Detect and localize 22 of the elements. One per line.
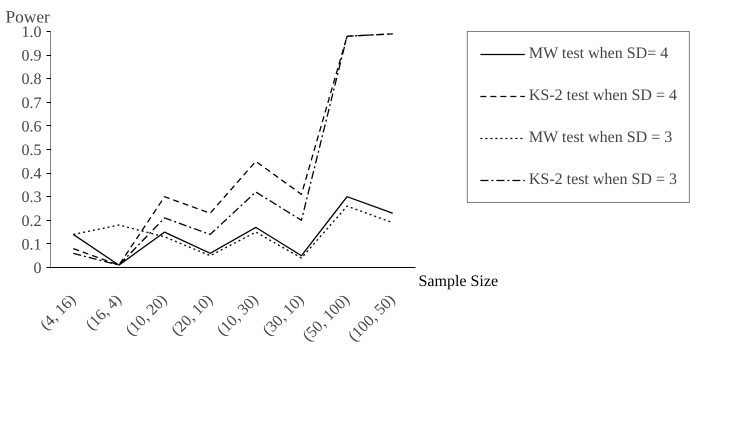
- legend-label: KS-2 test when SD = 3: [528, 171, 677, 189]
- y-tick-label: 0.5: [22, 142, 42, 159]
- legend-label: KS-2 test when SD = 4: [528, 87, 677, 105]
- x-tick-label: (10, 20): [122, 291, 171, 340]
- x-tick-label: (16, 4): [82, 291, 125, 334]
- y-axis-title: Power: [6, 8, 50, 26]
- y-tick-label: 1.0: [22, 24, 42, 41]
- y-tick-label: 0.8: [22, 71, 42, 88]
- legend-label: MW test when SD = 3: [528, 129, 672, 147]
- y-tick-label: 0.7: [22, 94, 42, 112]
- y-tick-label: 0.9: [22, 48, 42, 65]
- x-tick-label: (20, 10): [168, 291, 216, 340]
- y-tick-label: 0.2: [22, 212, 42, 230]
- legend-label: MW test when SD= 4: [528, 45, 668, 63]
- y-tick-label: 0.4: [22, 166, 42, 183]
- y-tick-label: 0.1: [22, 236, 42, 254]
- x-tick-label: (10, 30): [214, 291, 262, 340]
- x-axis-title: Sample Size: [418, 273, 498, 290]
- y-tick-label: 0.6: [22, 118, 42, 136]
- x-tick-label: (4, 16): [37, 291, 80, 334]
- y-tick-label: 0: [34, 260, 42, 277]
- y-tick-label: 0.3: [22, 189, 42, 206]
